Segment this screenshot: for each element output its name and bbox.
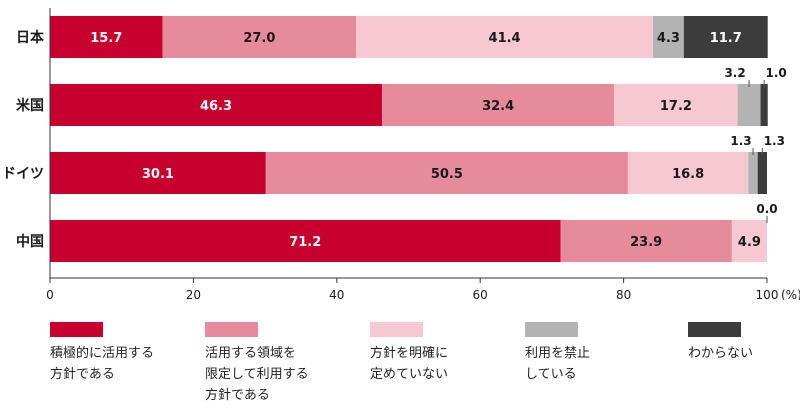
bar-segment [748,152,758,194]
legend-item: 積極的に活用する 方針である [50,322,154,385]
data-label: 50.5 [431,167,463,182]
data-label: 32.4 [482,99,514,114]
data-label: 16.8 [672,167,704,182]
bar-segment [381,84,615,126]
legend-swatch [205,322,258,337]
bar-segment [265,152,628,194]
bar-segment [731,220,767,262]
category-label: 日本 [16,29,45,46]
legend-swatch [525,322,578,337]
category-label: 中国 [16,233,44,250]
legend-swatch [50,322,103,337]
x-tick-label: 80 [616,288,631,300]
bar-segment [683,16,768,58]
bar-segment [162,16,357,58]
bar-segment [50,220,561,262]
data-label: 17.2 [660,99,692,114]
legend-item: 活用する領域を 限定して利用する 方針である [205,322,309,406]
bar-segment [50,16,163,58]
data-label: 1.3 [730,134,751,148]
legend-label: 利用を禁止 している [525,346,591,382]
legend-label: 方針を明確に 定めていない [370,346,449,382]
data-label: 1.0 [765,66,786,80]
bar-segment [652,16,684,58]
legend-item: 利用を禁止 している [525,322,590,385]
data-label: 71.2 [289,235,321,250]
bar-segment [757,152,767,194]
legend-item: 方針を明確に 定めていない [370,322,448,385]
bar-segment [50,84,382,126]
stacked-bar-chart: 日本 15.7 27.0 41.4 4.3 11.7 米国 46.3 32.4 17.2 3.2 1.… [2,8,800,300]
data-label: 41.4 [489,31,521,46]
legend-label: 積極的に活用する 方針である [50,346,155,382]
legend-label: 活用する領域を 限定して利用する 方針である [205,346,309,403]
legend-swatch [688,322,741,337]
bar-segment [560,220,732,262]
bar-segment [737,84,761,126]
data-label: 23.9 [630,235,662,250]
data-label: 30.1 [142,167,174,182]
x-tick-label: 60 [473,288,488,300]
data-label: 3.2 [724,66,745,80]
x-tick-label: 100 [756,288,779,300]
x-tick-label: 20 [186,288,201,300]
data-label: 27.0 [243,31,275,46]
legend-item: わからない [688,322,753,364]
data-label: 1.3 [764,134,785,148]
legend-swatch [370,322,423,337]
x-tick-label: 0 [46,288,54,300]
data-label: 46.3 [200,99,232,114]
bar-segment [760,84,768,126]
bar-segment [50,152,266,194]
category-label: 米国 [16,97,44,114]
category-label: ドイツ [2,166,44,182]
bar-segment [356,16,653,58]
data-label: 11.7 [710,31,742,46]
data-label: 4.9 [738,235,761,250]
x-unit-label: (%) [781,288,800,300]
legend-label: わからない [688,346,754,361]
x-tick-label: 40 [329,288,344,300]
data-label: 15.7 [90,31,122,46]
data-label: 0.0 [756,202,777,216]
bar-segment [627,152,749,194]
bar-segment [614,84,738,126]
data-label: 4.3 [657,31,680,46]
